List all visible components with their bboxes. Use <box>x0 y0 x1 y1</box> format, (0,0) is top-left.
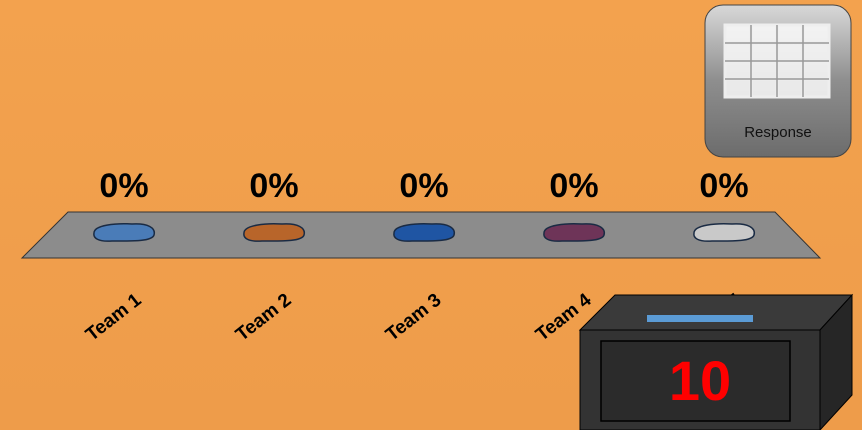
team-pad <box>393 223 456 242</box>
team-pad <box>243 223 306 242</box>
timer-top <box>578 294 854 331</box>
button-label[interactable]: Response <box>744 124 812 141</box>
bars: 0% 0% 0% 0% 0% <box>93 167 756 242</box>
countdown-timer: 10 <box>578 293 854 432</box>
response-button[interactable]: Response <box>704 4 852 158</box>
timer-screen <box>600 340 791 422</box>
team-pad <box>93 223 156 242</box>
team-pad <box>543 223 606 242</box>
value-label: 0% <box>549 167 598 205</box>
value-label: 0% <box>399 167 448 205</box>
team-pad <box>693 223 756 242</box>
timer-value: 10 <box>669 349 731 412</box>
value-label: 0% <box>99 167 148 205</box>
value-label: 0% <box>249 167 298 205</box>
timer-strip <box>647 315 753 322</box>
value-label: 0% <box>699 167 748 205</box>
